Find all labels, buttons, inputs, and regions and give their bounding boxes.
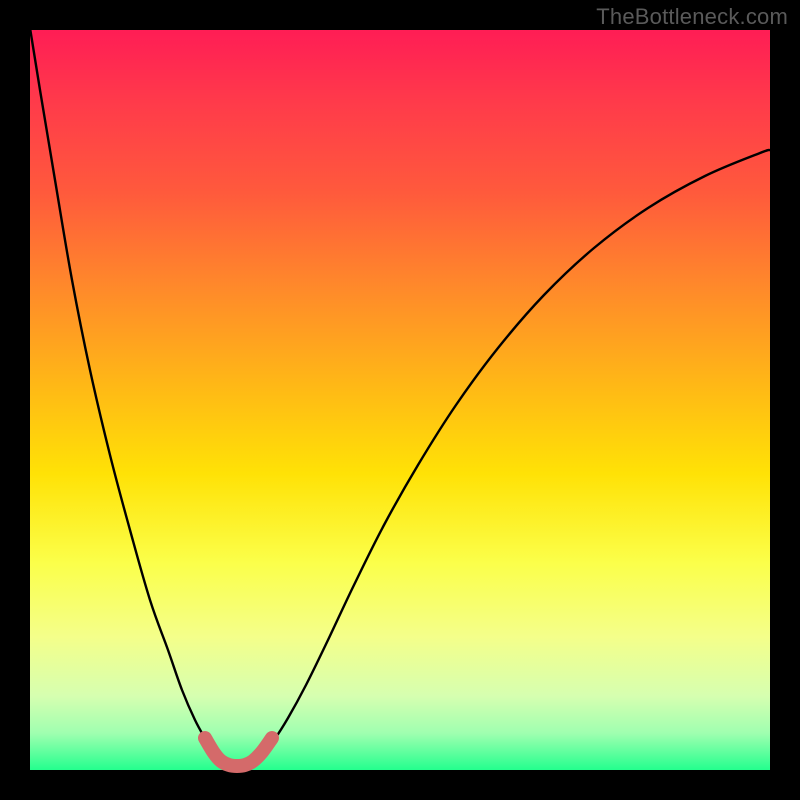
chart-curve-layer (30, 30, 770, 770)
watermark-text: TheBottleneck.com (596, 4, 788, 30)
bottleneck-curve (30, 28, 770, 766)
bottleneck-trough-highlight (205, 738, 272, 766)
chart-plot-area (30, 30, 770, 770)
